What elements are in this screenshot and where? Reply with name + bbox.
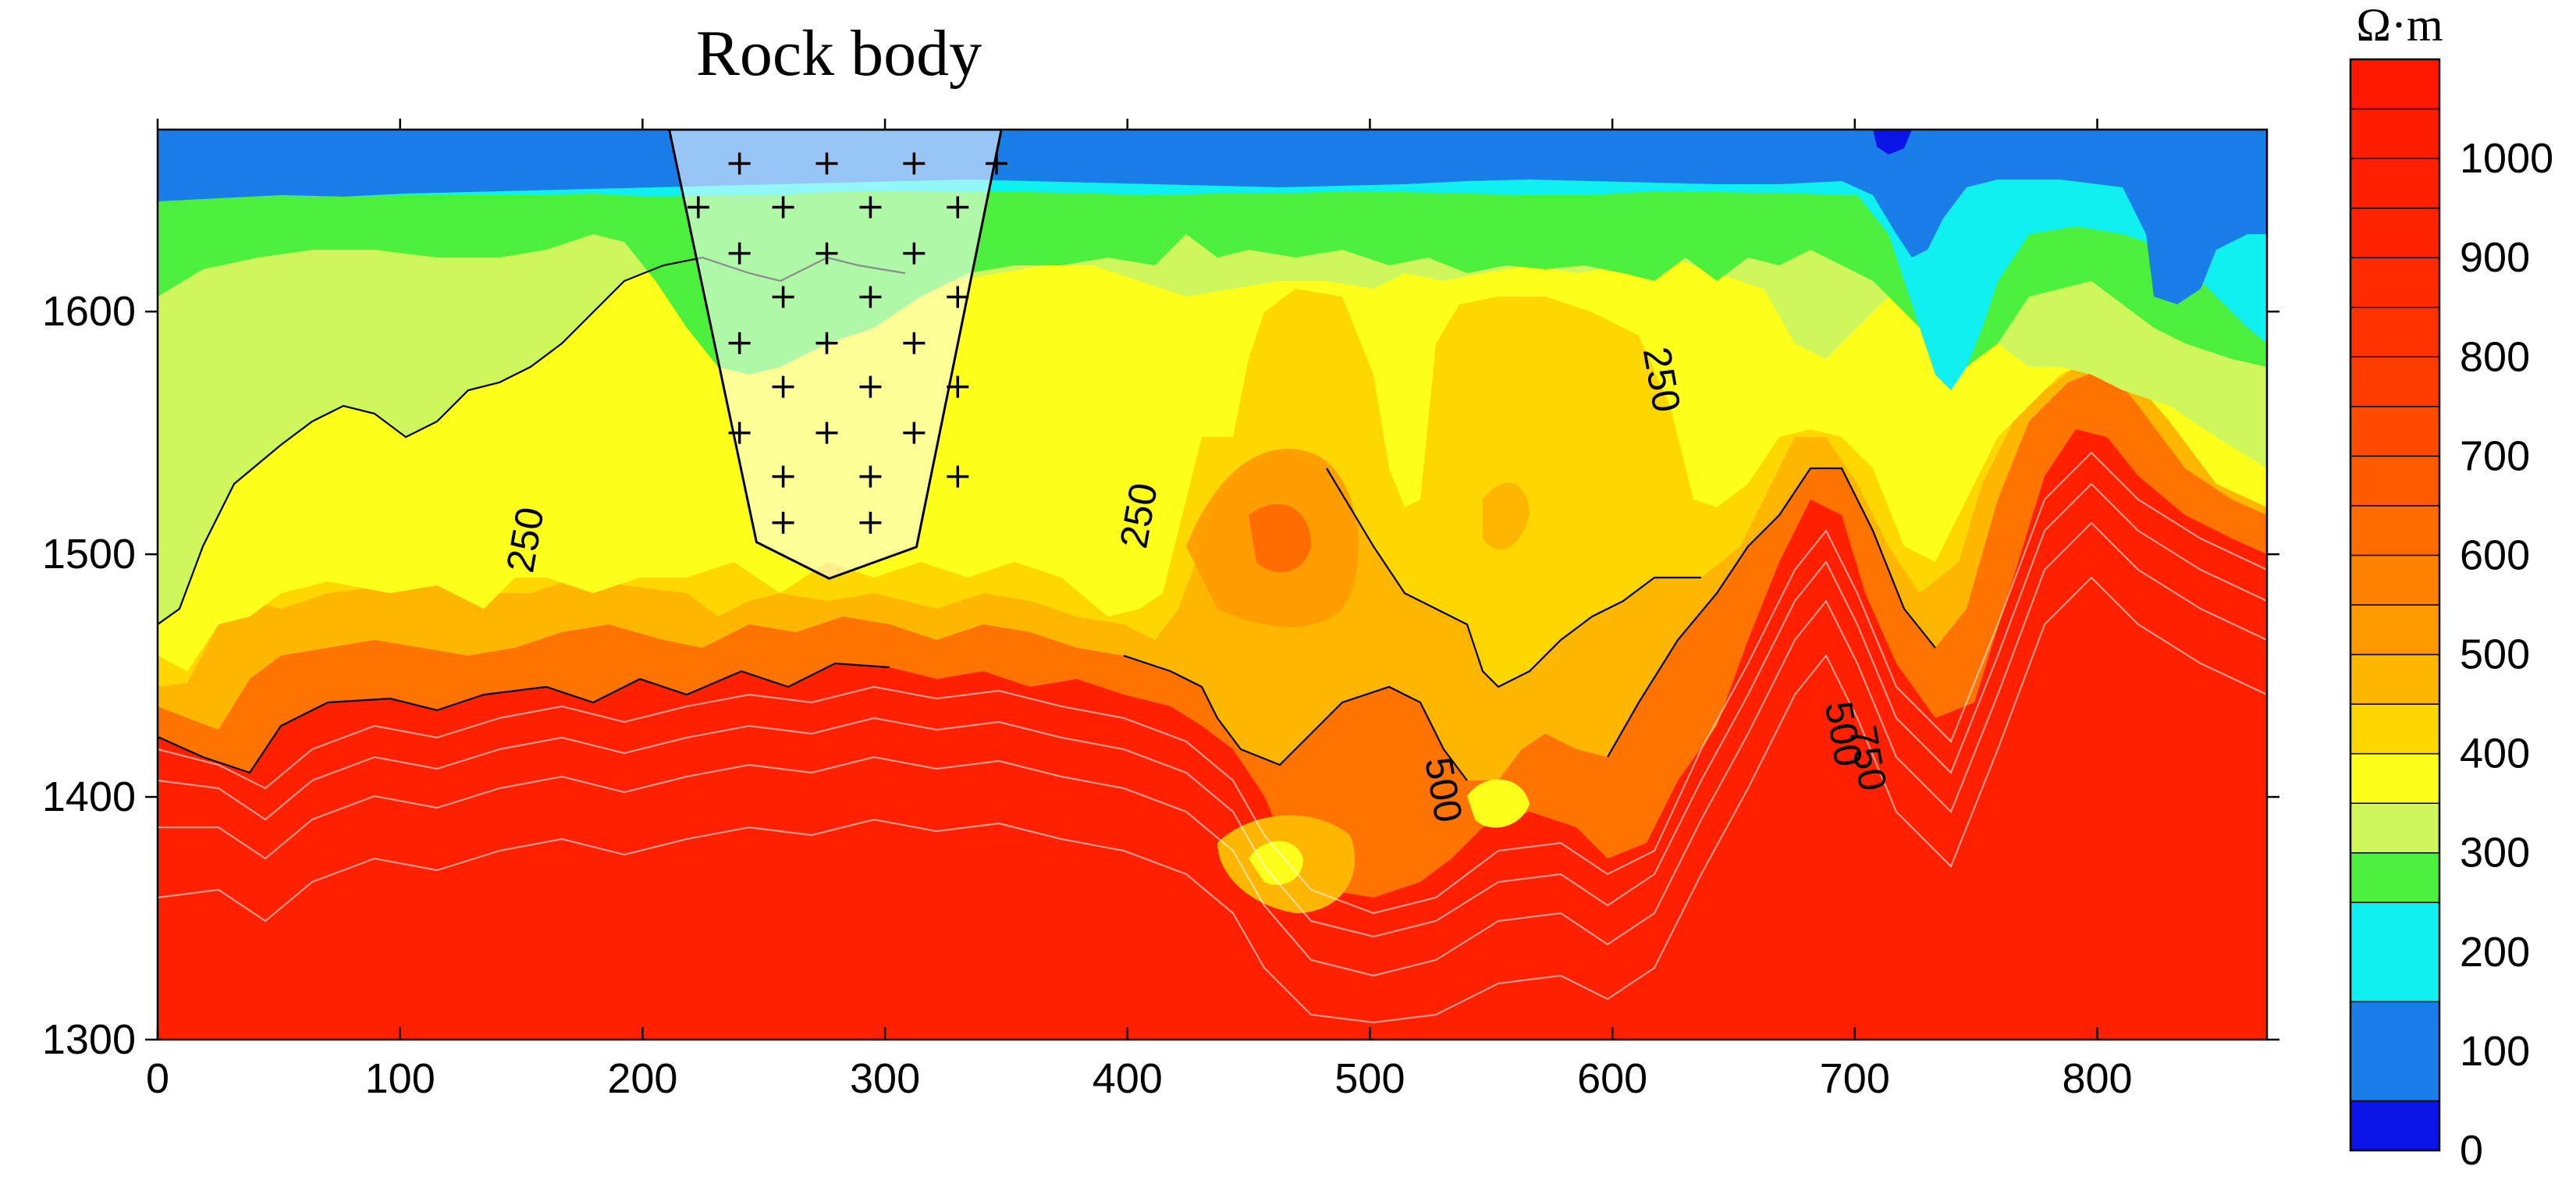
colorbar-tick-label: 900	[2460, 234, 2530, 281]
plus-symbol	[859, 375, 882, 398]
x-tick-label: 100	[365, 1055, 435, 1102]
colorbar-swatch	[2350, 604, 2440, 656]
dark-blue-spot	[1873, 130, 1912, 155]
plot-frame	[156, 128, 2269, 1041]
plus-symbol	[859, 286, 882, 308]
colorbar-swatch	[2350, 207, 2440, 258]
y-tick-label: 1600	[42, 288, 136, 335]
colorbar-tick-label: 800	[2460, 333, 2530, 380]
colorbar-swatch	[2350, 455, 2440, 507]
colorbar-swatch	[2350, 158, 2440, 209]
y-tick-label: 1300	[42, 1016, 136, 1063]
y-axis: 1300 1400 1500 1600	[42, 288, 2279, 1063]
plus-symbol	[859, 196, 882, 219]
plus-symbol	[815, 152, 838, 175]
plus-symbol	[728, 421, 751, 444]
x-tick-label: 200	[607, 1055, 677, 1102]
colorbar-swatch	[2350, 901, 2440, 1003]
colorbar-tick-label: 0	[2460, 1127, 2483, 1174]
x-tick-label: 600	[1577, 1055, 1647, 1102]
plus-symbol	[772, 465, 794, 488]
colorbar-unit: Ω·m	[2356, 0, 2443, 51]
plus-symbol	[728, 332, 751, 354]
plus-symbol	[903, 421, 926, 444]
colorbar-swatch	[2350, 554, 2440, 606]
colorbar-swatch	[2350, 108, 2440, 159]
plus-symbol	[859, 465, 882, 488]
plus-symbol	[772, 286, 794, 308]
amber-lens	[1483, 482, 1530, 550]
colorbar-tick-labels: 0 100 200 300 400 500 600 700 800 900 1000	[2460, 135, 2553, 1174]
plus-symbol	[815, 332, 838, 354]
plus-symbol	[687, 196, 709, 219]
plus-symbol	[859, 511, 882, 534]
x-tick-label: 300	[850, 1055, 920, 1102]
colorbar-tick-label: 300	[2460, 830, 2530, 876]
colorbar-swatch	[2350, 505, 2440, 556]
plus-symbol	[903, 332, 926, 354]
plus-symbol	[815, 242, 838, 265]
colorbar-swatch	[2350, 1001, 2440, 1102]
colorbar-tick-label: 500	[2460, 631, 2530, 678]
x-tick-label: 800	[2062, 1055, 2132, 1102]
colorbar-swatch	[2350, 802, 2440, 854]
plus-symbol	[947, 196, 969, 219]
orange-core	[1249, 503, 1311, 573]
colorbar-frame	[2349, 58, 2441, 1152]
colorbar-tick-label: 700	[2460, 432, 2530, 479]
plus-symbol	[947, 375, 969, 398]
yellow-pocket	[1249, 841, 1303, 885]
plus-symbol	[728, 242, 751, 265]
plus-symbol	[903, 242, 926, 265]
colorbar-tick-label: 1000	[2460, 135, 2553, 182]
plus-symbol	[772, 375, 794, 398]
thin-contours	[158, 451, 2267, 1024]
colorbar-tick-label: 400	[2460, 731, 2530, 777]
plus-symbol	[772, 511, 794, 534]
colorbar-swatch	[2350, 653, 2440, 705]
colorbar-swatch	[2350, 356, 2440, 407]
colorbar-swatch	[2350, 406, 2440, 457]
colorbar-swatch	[2350, 703, 2440, 755]
plus-symbol	[728, 152, 751, 175]
colorbar-swatches	[2350, 59, 2440, 1151]
colorbar-tick-label: 200	[2460, 929, 2530, 976]
colorbar-swatch	[2350, 852, 2440, 904]
colorbar-swatch	[2350, 257, 2440, 308]
yellow-pocket-2	[1467, 779, 1530, 828]
x-tick-label: 400	[1093, 1055, 1163, 1102]
colorbar-swatch	[2350, 306, 2440, 358]
y-tick-label: 1500	[42, 531, 136, 578]
colorbar-swatch	[2350, 752, 2440, 804]
x-axis: 0 100 200 300 400 500 600 700 800	[146, 119, 2133, 1102]
colorbar: Ω·m 0 100 200 300 400 500 600 700 800 900 1000	[2349, 0, 2553, 1174]
plus-symbol	[947, 465, 969, 488]
x-tick-label: 0	[146, 1055, 169, 1102]
colorbar-swatch	[2350, 59, 2440, 110]
chart-title: Rock body	[696, 17, 982, 90]
colorbar-tick-label: 100	[2460, 1028, 2530, 1075]
plus-symbol	[947, 286, 969, 308]
colorbar-tick-label: 600	[2460, 532, 2530, 578]
plus-symbol	[903, 152, 926, 175]
y-tick-label: 1400	[42, 773, 136, 820]
plus-symbol	[985, 152, 1007, 175]
plus-symbol	[815, 421, 838, 444]
plus-symbol	[772, 196, 794, 219]
x-tick-label: 500	[1334, 1055, 1405, 1102]
colorbar-swatch	[2350, 1100, 2440, 1151]
x-tick-label: 700	[1820, 1055, 1890, 1102]
rock-body-plus-symbols	[687, 152, 1007, 534]
rock-body-outline	[668, 130, 1003, 580]
